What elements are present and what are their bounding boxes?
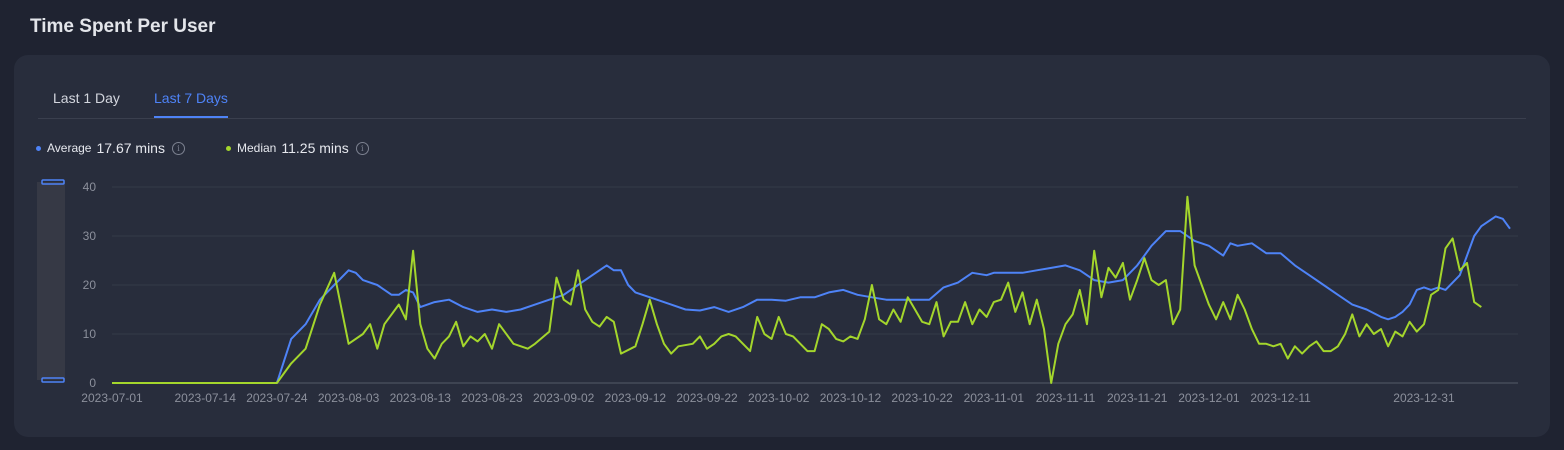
average-dot	[36, 145, 41, 151]
page-title: Time Spent Per User	[30, 16, 216, 37]
y-tick-label: 40	[83, 180, 97, 194]
zoom-slider-top-handle[interactable]	[41, 179, 65, 185]
median-stat: Median 11.25 mins i	[226, 140, 369, 156]
y-tick-label: 0	[89, 376, 96, 390]
median-dot	[226, 145, 231, 151]
average-label: Average	[47, 141, 92, 155]
x-tick-label: 2023-08-13	[390, 391, 452, 405]
x-tick-label: 2023-12-11	[1250, 391, 1311, 405]
average-value: 17.67 mins	[96, 140, 165, 156]
x-tick-label: 2023-07-24	[246, 391, 308, 405]
y-tick-label: 10	[83, 327, 97, 341]
y-axis: 0 10 20 30 40	[83, 180, 97, 390]
zoom-slider-track[interactable]	[37, 182, 65, 380]
x-tick-label: 2023-07-14	[175, 391, 237, 405]
range-tabs: Last 1 Day Last 7 Days	[38, 88, 1526, 119]
x-tick-label: 2023-07-01	[81, 391, 143, 405]
x-tick-label: 2023-11-01	[964, 391, 1025, 405]
tab-last-1-day[interactable]: Last 1 Day	[53, 90, 120, 106]
average-series-line	[112, 215, 1511, 384]
x-tick-label: 2023-10-22	[891, 391, 953, 405]
x-tick-label: 2023-09-12	[605, 391, 667, 405]
x-tick-label: 2023-08-03	[318, 391, 380, 405]
median-series-line	[112, 195, 1482, 384]
y-tick-label: 30	[83, 229, 97, 243]
x-tick-label: 2023-09-22	[676, 391, 738, 405]
x-axis: 2023-07-01 2023-07-14 2023-07-24 2023-08-03…	[81, 391, 1455, 405]
x-tick-label: 2023-12-01	[1178, 391, 1240, 405]
y-tick-label: 20	[83, 278, 97, 292]
average-stat: Average 17.67 mins i	[36, 140, 185, 156]
info-icon[interactable]: i	[171, 141, 185, 155]
x-tick-label: 2023-11-21	[1107, 391, 1168, 405]
median-value: 11.25 mins	[281, 140, 349, 156]
zoom-slider-bottom-handle[interactable]	[41, 377, 65, 383]
x-tick-label: 2023-10-02	[748, 391, 810, 405]
x-tick-label: 2023-10-12	[820, 391, 882, 405]
tab-last-7-days[interactable]: Last 7 Days	[154, 90, 228, 118]
x-tick-label: 2023-12-31	[1393, 391, 1455, 405]
x-tick-label: 2023-11-11	[1036, 391, 1096, 405]
x-tick-label: 2023-09-02	[533, 391, 595, 405]
series-lines	[112, 195, 1511, 384]
grid	[112, 186, 1518, 384]
median-label: Median	[237, 141, 277, 155]
info-icon[interactable]: i	[355, 141, 369, 155]
zoom-slider[interactable]	[37, 179, 65, 383]
x-tick-label: 2023-08-23	[461, 391, 523, 405]
